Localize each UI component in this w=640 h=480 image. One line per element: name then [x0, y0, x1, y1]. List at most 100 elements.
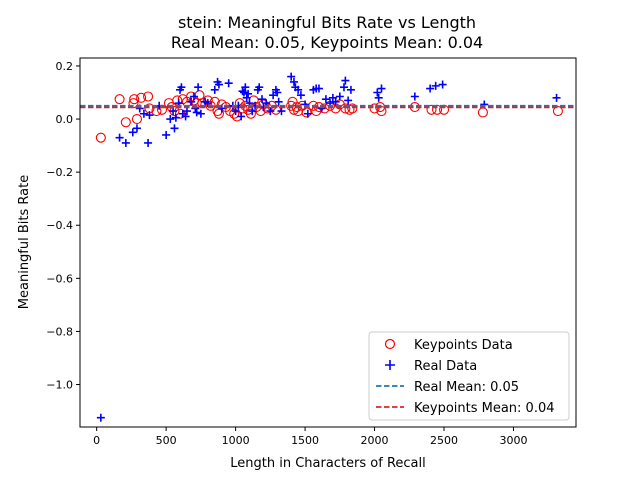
legend: Keypoints Data Real Data Real Mean: 0.05…	[368, 331, 570, 421]
chart-subtitle: Real Mean: 0.05, Keypoints Mean: 0.04	[171, 33, 483, 52]
real-data-point	[438, 80, 447, 89]
real-data-point	[273, 88, 282, 97]
real-data-point	[192, 108, 201, 117]
x-axis-label: Length in Characters of Recall	[230, 456, 426, 471]
real-data-point	[373, 88, 382, 97]
real-data-point	[132, 124, 141, 133]
real-data-point	[214, 80, 223, 89]
keypoints-data-point	[426, 104, 437, 115]
real-data-point	[431, 81, 440, 90]
real-data-point	[287, 72, 296, 81]
real-data-point	[346, 85, 355, 94]
real-data-point	[266, 107, 275, 116]
real-data-point	[96, 413, 105, 422]
real-data-point	[162, 130, 171, 139]
real-data-point	[339, 83, 348, 92]
y-tick-label: 0.2	[56, 60, 74, 73]
real-data-point	[194, 83, 203, 92]
real-data-point	[410, 92, 419, 101]
real-data-point	[294, 85, 303, 94]
keypoints-data-point	[129, 94, 140, 105]
keypoints-data-point	[209, 96, 220, 107]
real-data-point	[196, 109, 205, 118]
x-tick-label: 3000	[499, 434, 527, 447]
keypoints-data-point	[213, 108, 224, 119]
real-data-point	[321, 95, 330, 104]
legend-label-real: Real Data	[414, 359, 477, 374]
real-data-point	[177, 83, 186, 92]
keypoints-data-point	[143, 91, 154, 102]
real-data-point	[128, 128, 137, 137]
real-data-point	[552, 93, 561, 102]
real-data-point	[171, 113, 180, 122]
legend-label-keypoints-mean: Keypoints Mean: 0.04	[414, 401, 555, 416]
legend-box	[368, 331, 570, 421]
keypoints-data-point	[131, 114, 143, 125]
keypoints-data-point	[95, 132, 106, 143]
x-tick-label: 500	[156, 434, 177, 447]
real-data-point	[237, 112, 246, 121]
plot-area	[80, 72, 576, 422]
legend-label-keypoints: Keypoints Data	[414, 338, 513, 353]
real-data-point	[244, 89, 253, 98]
real-data-point	[170, 124, 179, 133]
real-data-point	[258, 95, 267, 104]
chart-title: stein: Meaningful Bits Rate vs Length	[178, 13, 476, 32]
x-tick-label: 0	[93, 434, 100, 447]
real-data-point	[269, 91, 278, 100]
x-tick-label: 1000	[222, 434, 250, 447]
keypoints-data-point	[552, 106, 563, 117]
real-data-point	[121, 138, 130, 147]
keypoints-data-point	[229, 108, 240, 119]
real-data-point	[274, 97, 283, 106]
y-axis-label: Meaningful Bits Rate	[17, 175, 32, 309]
real-data-point	[210, 85, 219, 94]
real-data-point	[374, 93, 383, 102]
legend-marker-real	[385, 360, 395, 370]
real-data-point	[303, 109, 312, 118]
real-data-point	[426, 84, 435, 93]
real-data-point	[166, 115, 175, 124]
real-data-point	[241, 83, 250, 92]
real-data-point	[217, 104, 226, 113]
real-data-point	[314, 84, 323, 93]
real-data-point	[189, 92, 198, 101]
real-data-point	[335, 92, 344, 101]
y-tick-label: −1.0	[46, 379, 73, 392]
keypoints-data-point	[369, 103, 380, 114]
y-tick-label: −0.4	[46, 219, 73, 232]
real-data-point	[203, 99, 212, 108]
x-tick-label: 2500	[430, 434, 458, 447]
real-data-point	[248, 107, 257, 116]
keypoints-data-point	[245, 108, 256, 119]
real-data-point	[255, 83, 264, 92]
x-tick-label: 1500	[291, 434, 319, 447]
real-data-point	[145, 111, 154, 120]
y-axis: 0.2 0.0 −0.2 −0.4 −0.6 −0.8 −1.0	[46, 60, 80, 392]
x-tick-label: 2000	[361, 434, 389, 447]
real-data-point	[224, 79, 233, 88]
keypoints-data-point	[120, 117, 131, 128]
x-axis: 0 500 1000 1500 2000 2500 3000	[93, 427, 527, 447]
real-data-point	[277, 107, 286, 116]
real-data-point	[377, 84, 386, 93]
real-data-point	[144, 138, 153, 147]
y-tick-label: −0.6	[46, 272, 73, 285]
real-data-point	[187, 97, 196, 106]
keypoints-data-point	[288, 104, 300, 115]
real-data-point	[344, 96, 353, 105]
real-data-point	[169, 107, 178, 116]
keypoints-data-point	[340, 103, 351, 114]
keypoints-data-point	[136, 92, 147, 103]
real-data-point	[331, 97, 340, 106]
y-tick-label: −0.2	[46, 166, 73, 179]
legend-marker-keypoints	[384, 338, 396, 350]
real-data-point	[239, 88, 248, 97]
real-data-point	[139, 109, 148, 118]
real-data-point	[231, 107, 240, 116]
real-data-point	[115, 133, 124, 142]
real-data-point	[341, 76, 350, 85]
real-data-point	[289, 77, 298, 86]
y-tick-label: 0.0	[56, 113, 74, 126]
